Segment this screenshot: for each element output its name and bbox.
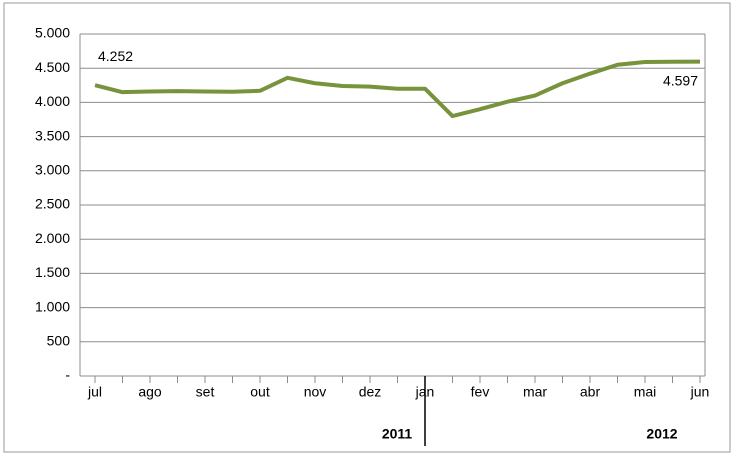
- year-label: 2011: [382, 426, 413, 442]
- y-tick-label: 1.500: [35, 264, 70, 280]
- y-tick-label: 3.500: [35, 127, 70, 143]
- data-line: [94, 59, 701, 119]
- x-tick-label: abr: [580, 384, 601, 400]
- x-tick-label: fev: [471, 384, 490, 400]
- y-tick-label: 1.000: [35, 298, 70, 314]
- y-tick-label: 5.000: [35, 25, 70, 41]
- x-tick-label: dez: [359, 384, 382, 400]
- x-tick-label: mar: [523, 384, 547, 400]
- y-tick-label: 3.000: [35, 162, 70, 178]
- chart-border: [3, 2, 731, 453]
- y-tick-label: 4.500: [35, 59, 70, 75]
- y-tick-label: 4.000: [35, 93, 70, 109]
- y-tick-label: 2.000: [35, 230, 70, 246]
- data-label: 4.597: [663, 72, 698, 88]
- x-tick-label: jun: [690, 384, 710, 400]
- x-tick-label: mai: [634, 384, 657, 400]
- year-label: 2012: [646, 426, 677, 442]
- x-tick-label: ago: [138, 384, 162, 400]
- x-tick-label: out: [250, 384, 270, 400]
- y-tick-label: 500: [47, 333, 71, 349]
- x-tick-label: nov: [304, 384, 327, 400]
- data-label: 4.252: [98, 48, 133, 64]
- y-tick-label: -: [65, 367, 70, 383]
- x-tick-label: set: [196, 384, 215, 400]
- x-tick-label: jul: [87, 384, 102, 400]
- y-tick-label: 2.500: [35, 196, 70, 212]
